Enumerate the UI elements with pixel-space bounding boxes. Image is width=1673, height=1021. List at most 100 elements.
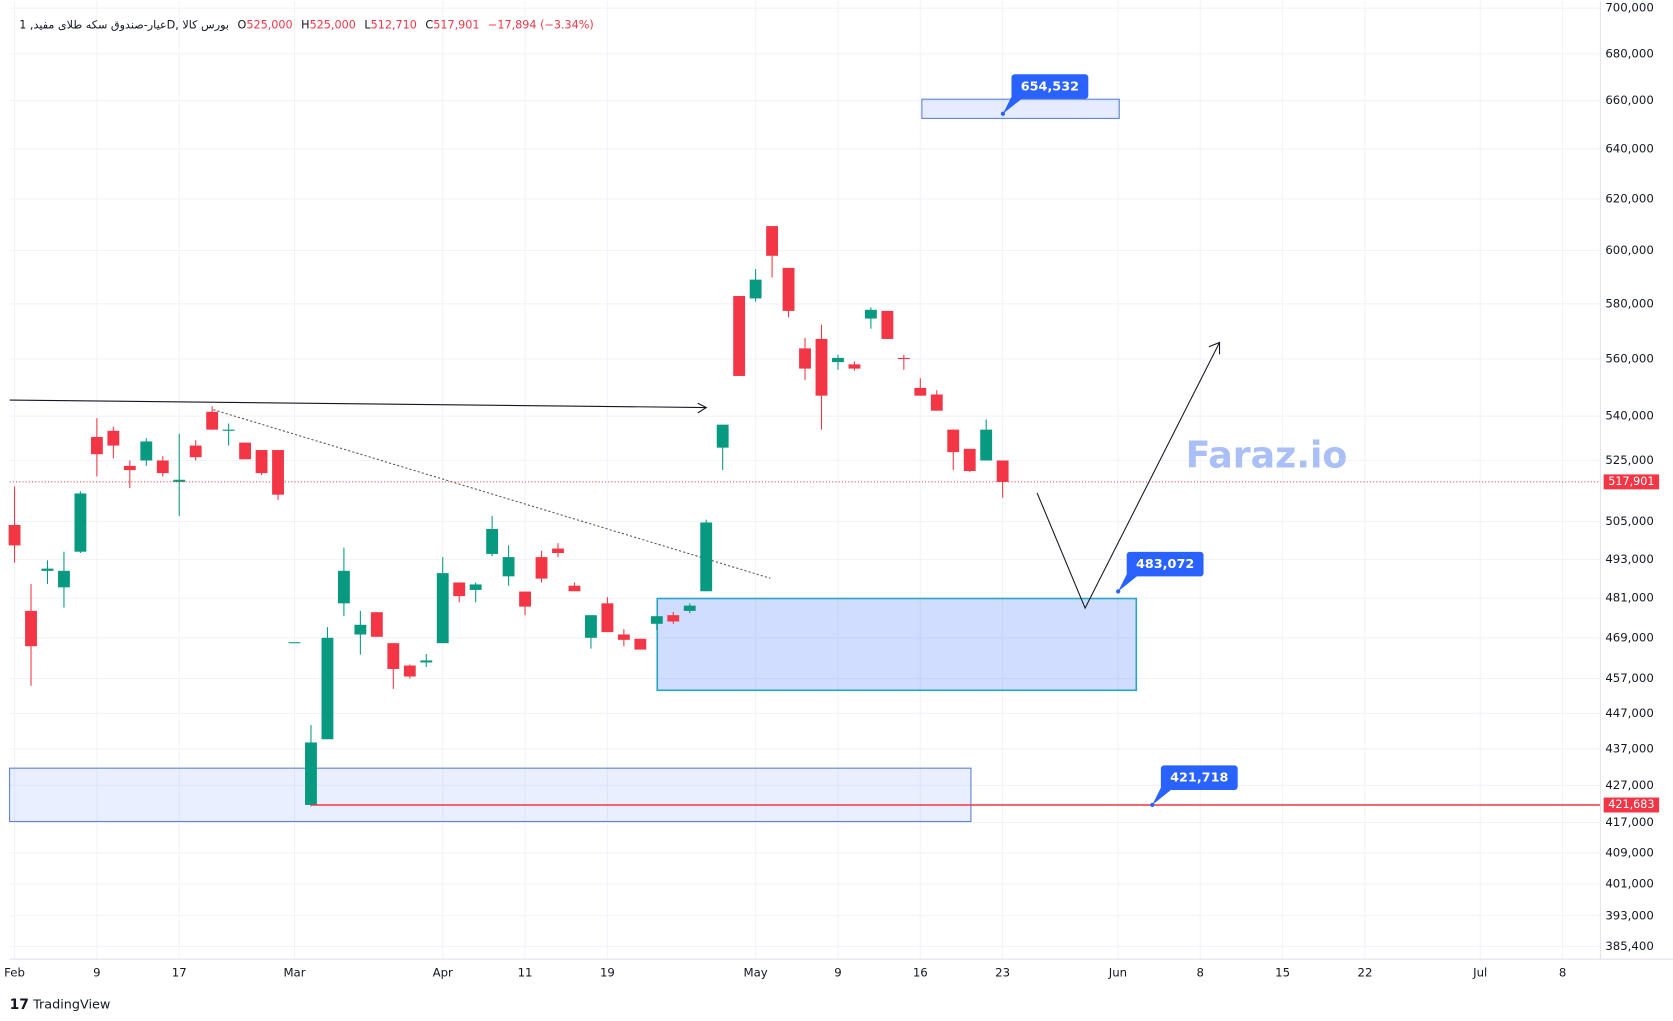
arrow-head (1208, 341, 1221, 355)
candle-body (914, 387, 927, 396)
candle-body (156, 460, 169, 474)
x-tick-label: 17 (172, 966, 187, 980)
candle-body (634, 638, 647, 650)
price-label-bg (1603, 474, 1660, 490)
y-tick-label: 620,000 (1605, 191, 1653, 205)
candle-body (947, 429, 960, 453)
zone (656, 597, 1138, 692)
candle-body (123, 465, 136, 471)
zone (9, 767, 972, 823)
x-tick-label: 16 (913, 966, 928, 980)
candle-body (305, 742, 317, 805)
ohlc-value: 525,000 (246, 19, 292, 32)
ohlc-key: O (238, 19, 247, 32)
price-label-bg (1603, 797, 1660, 813)
y-tick-label: 640,000 (1605, 142, 1653, 156)
y-tick-label: 409,000 (1605, 846, 1653, 860)
ohlc-key: L (364, 19, 371, 32)
candle-body (799, 348, 811, 369)
y-tick-label: 417,000 (1605, 815, 1653, 829)
zone (921, 98, 1120, 119)
ohlc-key: H (301, 19, 309, 32)
y-tick-label: 580,000 (1605, 296, 1653, 310)
y-tick-label: 600,000 (1605, 243, 1653, 257)
candle-body (420, 660, 433, 663)
candle-body (782, 267, 795, 311)
y-tick-label: 469,000 (1605, 630, 1653, 644)
x-tick-label: 22 (1357, 966, 1372, 980)
candle-body (453, 582, 466, 597)
x-tick-label: 8 (1559, 966, 1566, 980)
trend-line (9, 399, 707, 409)
candle-body (321, 637, 334, 740)
candle-body (519, 591, 531, 607)
candles (8, 226, 1009, 807)
candle-body (222, 429, 235, 431)
axes: 385,400 393,000 401,000 409,000 417,000 427,0… (4, 1, 1654, 980)
callout-tail (1152, 787, 1174, 805)
candle-body (41, 568, 54, 571)
candle-body (436, 573, 449, 644)
candle-body (848, 364, 861, 369)
candle-body (8, 524, 21, 546)
candle-body (140, 441, 153, 461)
y-tick-label: 525,000 (1605, 453, 1653, 467)
candle-body (749, 279, 762, 299)
drawings (9, 341, 1221, 610)
candle-body (403, 665, 416, 677)
ohlc-change: −17,894 (−3.34%) (488, 19, 594, 32)
x-tick-label: Mar (283, 966, 305, 980)
candle-body (370, 612, 383, 637)
candle-body (387, 643, 400, 669)
ohlc-key: C (425, 19, 433, 32)
candle-body (733, 296, 746, 376)
price-label: 517,901 (1608, 475, 1654, 488)
y-tick-label: 540,000 (1605, 409, 1653, 423)
x-tick-label: 19 (600, 966, 615, 980)
callout-tail (1002, 96, 1025, 114)
ohlc-value: 512,710 (371, 19, 417, 32)
y-tick-label: 660,000 (1605, 93, 1653, 107)
dotted-trend-line (213, 409, 771, 579)
callout-anchor (1116, 589, 1121, 594)
zones (9, 98, 1138, 823)
candle-body (585, 615, 597, 638)
candle-body (617, 634, 630, 640)
candle-body (486, 529, 499, 554)
candle-body (864, 309, 877, 319)
callout-box (1011, 74, 1089, 99)
y-tick-label: 457,000 (1605, 671, 1653, 685)
x-tick-label: May (744, 966, 768, 980)
candle-body (337, 570, 350, 604)
y-tick-label: 560,000 (1605, 352, 1653, 366)
candle-body (173, 479, 186, 482)
x-tick-label: Jun (1108, 966, 1127, 980)
y-tick-label: 481,000 (1605, 591, 1653, 605)
y-tick-label: 505,000 (1605, 514, 1653, 528)
y-tick-label: 401,000 (1605, 877, 1653, 891)
callout-label: 654,532 (1021, 80, 1079, 95)
candle-body (255, 450, 268, 474)
x-tick-label: Apr (433, 966, 453, 980)
candle-body (815, 338, 828, 396)
candle-body (288, 642, 301, 644)
candle-body (272, 450, 284, 495)
x-tick-label: 15 (1275, 966, 1290, 980)
y-tick-label: 393,000 (1605, 908, 1653, 922)
candle-body (716, 424, 729, 448)
candle-body (502, 557, 515, 577)
grid (9, 1, 1601, 960)
candle-body (650, 616, 663, 624)
candle-body (535, 557, 548, 579)
candle-body (766, 226, 779, 256)
callout-label: 483,072 (1136, 557, 1194, 572)
x-tick-label: Feb (4, 966, 25, 980)
symbol-title: عیار-صندوق سکه طلای مفید, 1D, بورس کالا (19, 19, 229, 33)
candle-body (239, 442, 252, 460)
candle-body (881, 310, 894, 339)
candle-body (469, 584, 482, 590)
x-tick-label: 9 (834, 966, 841, 980)
candle-body (963, 448, 976, 471)
watermark: Faraz.io (1186, 434, 1348, 477)
